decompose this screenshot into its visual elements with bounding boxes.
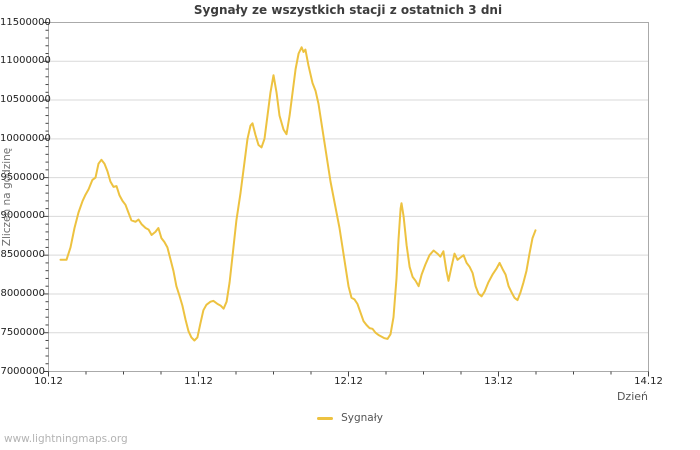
y-tick-label: 8500000 xyxy=(0,249,45,261)
y-tick-label: 11000000 xyxy=(0,55,51,67)
y-tick-label: 11500000 xyxy=(0,16,51,28)
legend-line-swatch xyxy=(317,416,334,420)
y-tick-label: 9000000 xyxy=(0,210,45,222)
y-tick-label: 8000000 xyxy=(0,287,45,299)
watermark-url: www.lightningmaps.org xyxy=(4,433,128,445)
y-tick-label: 9500000 xyxy=(0,171,45,183)
x-tick-label: 11.12 xyxy=(184,376,213,387)
chart-title: Sygnały ze wszystkich stacji z ostatnich… xyxy=(193,3,503,17)
x-tick-label: 12.12 xyxy=(334,376,363,387)
y-tick-label: 10500000 xyxy=(0,94,51,106)
y-tick-label: 7500000 xyxy=(0,326,45,338)
x-axis-title: Dzień xyxy=(616,390,648,403)
chart-legend: Sygnały xyxy=(0,412,700,424)
x-tick-label: 10.12 xyxy=(34,376,63,387)
x-tick-label: 14.12 xyxy=(634,376,663,387)
y-tick-label: 10000000 xyxy=(0,132,51,144)
y-tick-label: 7000000 xyxy=(0,365,45,377)
legend-series-label: Sygnały xyxy=(341,412,383,424)
x-tick-label: 13.12 xyxy=(484,376,513,387)
signals-series-line xyxy=(59,46,537,342)
plot-border xyxy=(48,22,649,372)
y-axis-title: Zliczeń na godzinę xyxy=(1,147,13,247)
